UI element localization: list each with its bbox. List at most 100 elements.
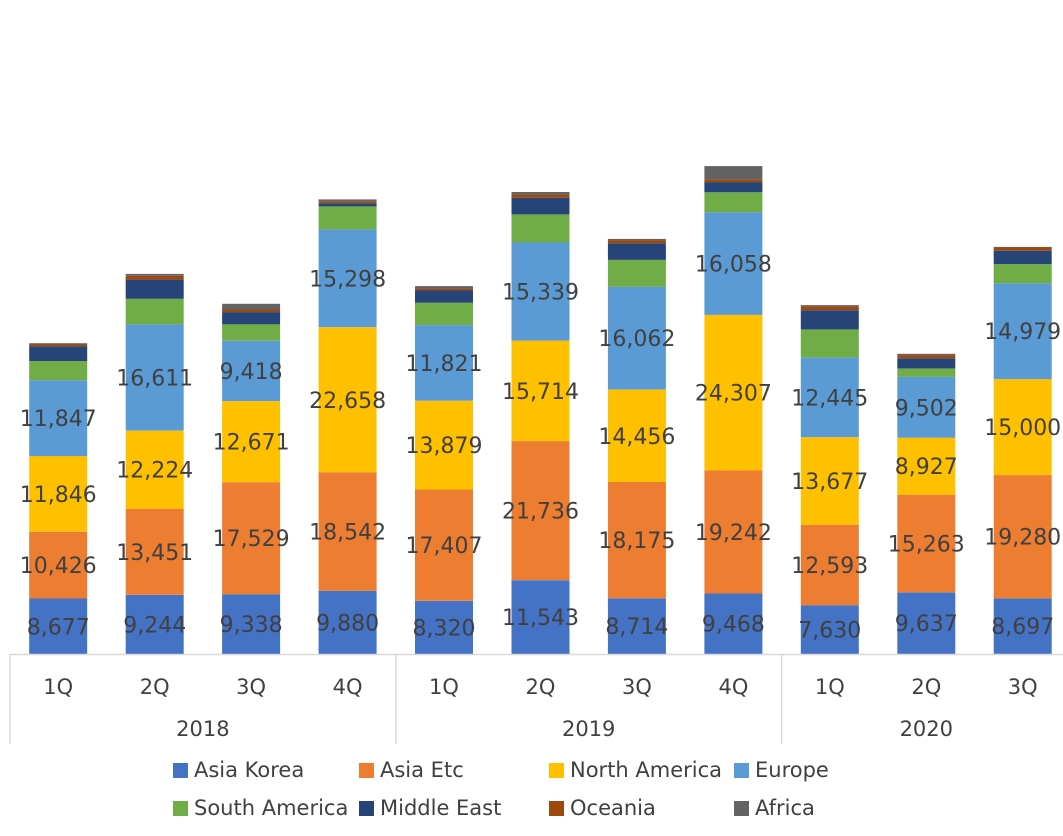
bar-segment-middle-east: [318, 203, 377, 207]
bar-segment-south-america: [222, 324, 281, 341]
bar-segment-asia-korea: [607, 598, 666, 654]
bar-segment-africa: [222, 303, 281, 310]
bar-segment-north-america: [897, 437, 956, 495]
data-label: 8,677: [27, 615, 90, 640]
data-label: 15,263: [888, 533, 965, 558]
bar-segment-north-america: [704, 314, 763, 471]
data-label: 17,407: [406, 534, 483, 559]
bar-segment-asia-etc: [511, 441, 570, 581]
bar-segment-asia-etc: [704, 470, 763, 594]
bar-segment-south-america: [800, 329, 859, 358]
bar-segment-north-america: [607, 389, 666, 483]
bar-segment-oceania: [897, 355, 956, 359]
legend-swatch: [173, 762, 188, 778]
data-label: 8,697: [991, 615, 1054, 640]
data-label: 21,736: [502, 500, 579, 525]
bar-segment-middle-east: [511, 197, 570, 215]
bar-segment-middle-east: [222, 312, 281, 325]
data-label: 12,445: [791, 386, 868, 411]
data-label: 18,542: [309, 521, 386, 546]
legend-row: Asia Korea Asia Etc North America Europe: [0, 752, 1063, 788]
legend-label: Asia Etc: [380, 758, 464, 782]
legend-row: South America Middle East Oceania Africa: [0, 790, 1063, 826]
tick-label: 1Q: [43, 675, 73, 699]
bar-segment-asia-etc: [29, 531, 88, 599]
bar-segment-oceania: [29, 344, 88, 347]
bar-segment-europe: [897, 376, 956, 438]
bar-segment-africa: [800, 305, 859, 307]
value-label-layer: 8,677 10,426 11,846 11,847 9,244 13,451 12,224…: [20, 253, 1061, 644]
bar-segment-south-america: [607, 260, 666, 287]
bar-segment-asia-korea: [993, 598, 1052, 654]
tick-label: 2Q: [911, 675, 941, 699]
data-label: 16,062: [598, 327, 675, 352]
tick-label: 3Q: [236, 675, 266, 699]
bar-segment-middle-east: [415, 290, 473, 303]
bar-segment-north-america: [222, 401, 281, 483]
bar-segment-asia-korea: [415, 600, 473, 654]
bar-segment-europe: [993, 283, 1052, 380]
bar-segment-europe: [125, 324, 184, 431]
bar-segment-africa: [511, 192, 570, 195]
legend-label: Europe: [755, 758, 829, 782]
data-label: 9,880: [316, 611, 379, 636]
bar-segment-oceania: [511, 194, 570, 198]
bar-segment-oceania: [318, 201, 377, 204]
bar-segment-asia-korea: [511, 580, 570, 654]
data-label: 9,244: [123, 613, 186, 638]
data-label: 13,451: [116, 541, 193, 566]
data-label: 19,280: [984, 526, 1061, 551]
bar-segment-asia-korea: [125, 594, 184, 654]
bar-segment-north-america: [511, 340, 570, 442]
legend-swatch: [173, 800, 188, 816]
data-label: 11,543: [502, 606, 579, 631]
bar-segment-africa: [704, 166, 763, 180]
bar-segment-middle-east: [704, 182, 763, 193]
data-label: 14,456: [598, 425, 675, 450]
tick-label: 3Q: [1008, 675, 1038, 699]
bar-segment-africa: [415, 286, 473, 289]
bar-segment-oceania: [222, 309, 281, 313]
bar-segment-south-america: [318, 206, 377, 230]
legend-swatch: [359, 762, 374, 778]
bar-segment-asia-etc: [607, 482, 666, 599]
bar-segment-asia-korea: [29, 598, 88, 654]
bar-segment-north-america: [125, 430, 184, 509]
data-label: 19,242: [695, 521, 772, 546]
bar-segment-oceania: [704, 179, 763, 183]
bar-segment-oceania: [607, 240, 666, 244]
group-label: 2020: [900, 717, 953, 741]
bar-segment-oceania: [993, 247, 1052, 251]
bar-segment-europe: [511, 242, 570, 341]
bar-segment-south-america: [125, 298, 184, 325]
bar-segment-asia-korea: [318, 590, 377, 654]
bar-segment-south-america: [29, 361, 88, 381]
bar-segment-europe: [704, 212, 763, 315]
data-label: 18,175: [598, 529, 675, 554]
bar-segment-africa: [318, 199, 377, 202]
bar-segment-asia-korea: [222, 594, 281, 654]
legend-item-europe: Europe: [734, 752, 829, 788]
bar-segment-oceania: [415, 288, 473, 291]
data-label: 11,847: [20, 407, 97, 432]
bar-segment-asia-korea: [800, 605, 859, 654]
legend-label: Middle East: [380, 796, 502, 820]
bar-segment-north-america: [318, 327, 377, 473]
data-label: 9,418: [220, 360, 283, 385]
legend-item-oceania: Oceania: [549, 790, 656, 826]
bar-segment-south-america: [897, 368, 956, 377]
data-label: 24,307: [695, 382, 772, 407]
group-label: 2019: [562, 717, 615, 741]
bar-segment-europe: [607, 286, 666, 390]
legend-item-asia-korea: Asia Korea: [173, 752, 304, 788]
tick-label: 4Q: [333, 675, 363, 699]
tick-label: 2Q: [140, 675, 170, 699]
bar-segment-africa: [993, 246, 1052, 248]
legend-item-north-america: North America: [549, 752, 722, 788]
legend-item-middle-east: Middle East: [359, 790, 501, 826]
tick-label: 2Q: [526, 675, 556, 699]
bar-segment-middle-east: [125, 279, 184, 299]
bar-segment-africa: [125, 273, 184, 276]
data-label: 14,979: [984, 320, 1061, 345]
data-label: 9,338: [220, 613, 283, 638]
